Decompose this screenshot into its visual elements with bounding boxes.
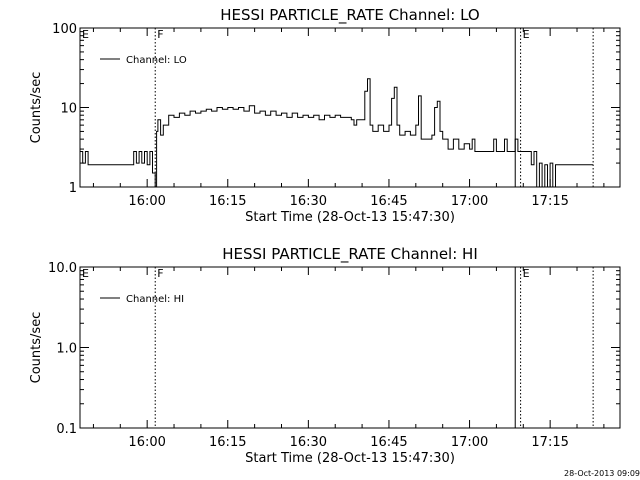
marker-label: F (157, 267, 163, 280)
x-tick-label: 16:30 (290, 194, 327, 209)
x-axis-label: Start Time (28-Oct-13 15:47:30) (245, 451, 455, 466)
legend-label: Channel: HI (126, 294, 184, 305)
x-tick-label: 16:15 (209, 435, 246, 450)
chart-title: HESSI PARTICLE_RATE Channel: HI (222, 245, 478, 264)
panel-hi: HESSI PARTICLE_RATE Channel: HI Start Tim… (29, 245, 621, 466)
y-axis-label: Counts/sec (29, 72, 44, 144)
y-tick-label: 1 (69, 181, 77, 196)
panel-lo: HESSI PARTICLE_RATE Channel: LO Start Tim… (29, 6, 621, 225)
y-axis-label: Counts/sec (29, 312, 44, 384)
x-axis-label: Start Time (28-Oct-13 15:47:30) (245, 210, 455, 225)
marker-label: E (82, 267, 89, 280)
x-tick-label: 17:00 (451, 435, 488, 450)
x-tick-label: 17:15 (531, 435, 568, 450)
y-tick-label: 1.0 (56, 342, 77, 357)
legend-label: Channel: LO (126, 55, 187, 66)
marker-label: E (82, 28, 89, 41)
marker-label: E (523, 267, 530, 280)
y-tick-label: 10 (60, 102, 77, 117)
x-tick-label: 16:45 (370, 435, 407, 450)
x-tick-label: 16:30 (290, 435, 327, 450)
footer-timestamp: 28-Oct-2013 09:09 (564, 469, 640, 478)
x-tick-label: 16:15 (209, 194, 246, 209)
x-tick-label: 17:00 (451, 194, 488, 209)
x-tick-label: 17:15 (531, 194, 568, 209)
plot-frame (79, 266, 621, 429)
x-tick-label: 16:00 (128, 194, 165, 209)
chart-title: HESSI PARTICLE_RATE Channel: LO (220, 6, 479, 25)
x-tick-label: 16:45 (370, 194, 407, 209)
series-line-channel-lo (80, 78, 594, 188)
marker-label: E (523, 28, 530, 41)
x-tick-label: 16:00 (128, 435, 165, 450)
marker-label: F (157, 28, 163, 41)
y-tick-label: 100 (52, 22, 77, 37)
y-tick-label: 10.0 (48, 261, 77, 276)
y-tick-label: 0.1 (56, 422, 77, 437)
